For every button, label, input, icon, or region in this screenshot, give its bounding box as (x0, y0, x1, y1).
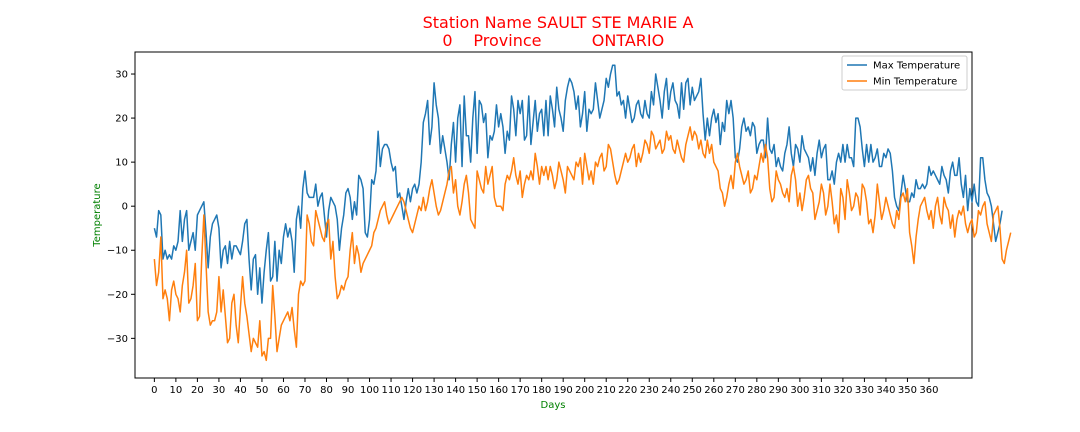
x-tick-label: 110 (382, 385, 401, 396)
x-tick-label: 10 (170, 385, 183, 396)
x-tick-label: 150 (468, 385, 487, 396)
title-province-value: ONTARIO (592, 31, 664, 50)
x-tick-label: 250 (683, 385, 702, 396)
x-tick-label: 270 (726, 385, 745, 396)
x-tick-label: 20 (191, 385, 204, 396)
x-tick-label: 60 (277, 385, 290, 396)
x-tick-label: 350 (898, 385, 917, 396)
legend-label-min: Min Temperature (873, 77, 957, 88)
x-tick-label: 30 (213, 385, 226, 396)
legend-box (841, 55, 968, 91)
y-tick-label: −30 (107, 334, 128, 345)
x-tick-label: 210 (597, 385, 616, 396)
x-tick-label: 0 (151, 385, 157, 396)
x-tick-label: 120 (403, 385, 422, 396)
x-tick-label: 320 (833, 385, 852, 396)
title-index: 0 (442, 31, 452, 50)
x-tick-label: 310 (812, 385, 831, 396)
series-lines (153, 64, 1012, 362)
x-tick-label: 200 (575, 385, 594, 396)
x-tick-label: 90 (342, 385, 355, 396)
x-tick-label: 140 (446, 385, 465, 396)
x-tick-label: 70 (299, 385, 312, 396)
x-axis: 0 10 20 30 40 50 60 70 80 90 100 110 120 130 140 150 160… (151, 378, 939, 396)
y-tick-label: −10 (107, 246, 128, 257)
chart-title-line2: 0 Province ONTARIO (442, 31, 664, 50)
x-axis-label: Days (541, 400, 566, 411)
y-tick-label: 10 (115, 158, 128, 169)
x-tick-label: 290 (769, 385, 788, 396)
x-tick-label: 190 (554, 385, 573, 396)
plot-frame (134, 51, 973, 379)
series-line-max-temperature (153, 64, 1003, 304)
y-axis: −30 −20 −10 0 10 20 30 (107, 70, 135, 345)
legend-label-max: Max Temperature (873, 61, 960, 72)
y-tick-label: 30 (115, 70, 128, 81)
y-tick-label: 0 (122, 202, 128, 213)
x-tick-label: 330 (855, 385, 874, 396)
x-tick-label: 230 (640, 385, 659, 396)
x-tick-label: 360 (919, 385, 938, 396)
chart-title-line1: Station Name SAULT STE MARIE A (423, 13, 694, 32)
plot-area (134, 51, 973, 379)
x-tick-label: 180 (532, 385, 551, 396)
x-tick-label: 220 (618, 385, 637, 396)
x-tick-label: 50 (256, 385, 269, 396)
y-tick-label: 20 (115, 114, 128, 125)
x-tick-label: 40 (234, 385, 247, 396)
x-tick-label: 80 (320, 385, 333, 396)
y-tick-label: −20 (107, 290, 128, 301)
series-line-min-temperature (153, 126, 1012, 362)
x-tick-label: 340 (876, 385, 895, 396)
x-tick-label: 300 (790, 385, 809, 396)
x-tick-label: 160 (489, 385, 508, 396)
legend: Max Temperature Min Temperature (841, 55, 968, 91)
x-tick-label: 170 (511, 385, 530, 396)
x-tick-label: 240 (661, 385, 680, 396)
x-tick-label: 280 (747, 385, 766, 396)
x-tick-label: 260 (704, 385, 723, 396)
x-tick-label: 130 (425, 385, 444, 396)
x-tick-label: 100 (360, 385, 379, 396)
y-axis-label: Temperature (92, 183, 103, 247)
title-province-label: Province (473, 31, 541, 50)
